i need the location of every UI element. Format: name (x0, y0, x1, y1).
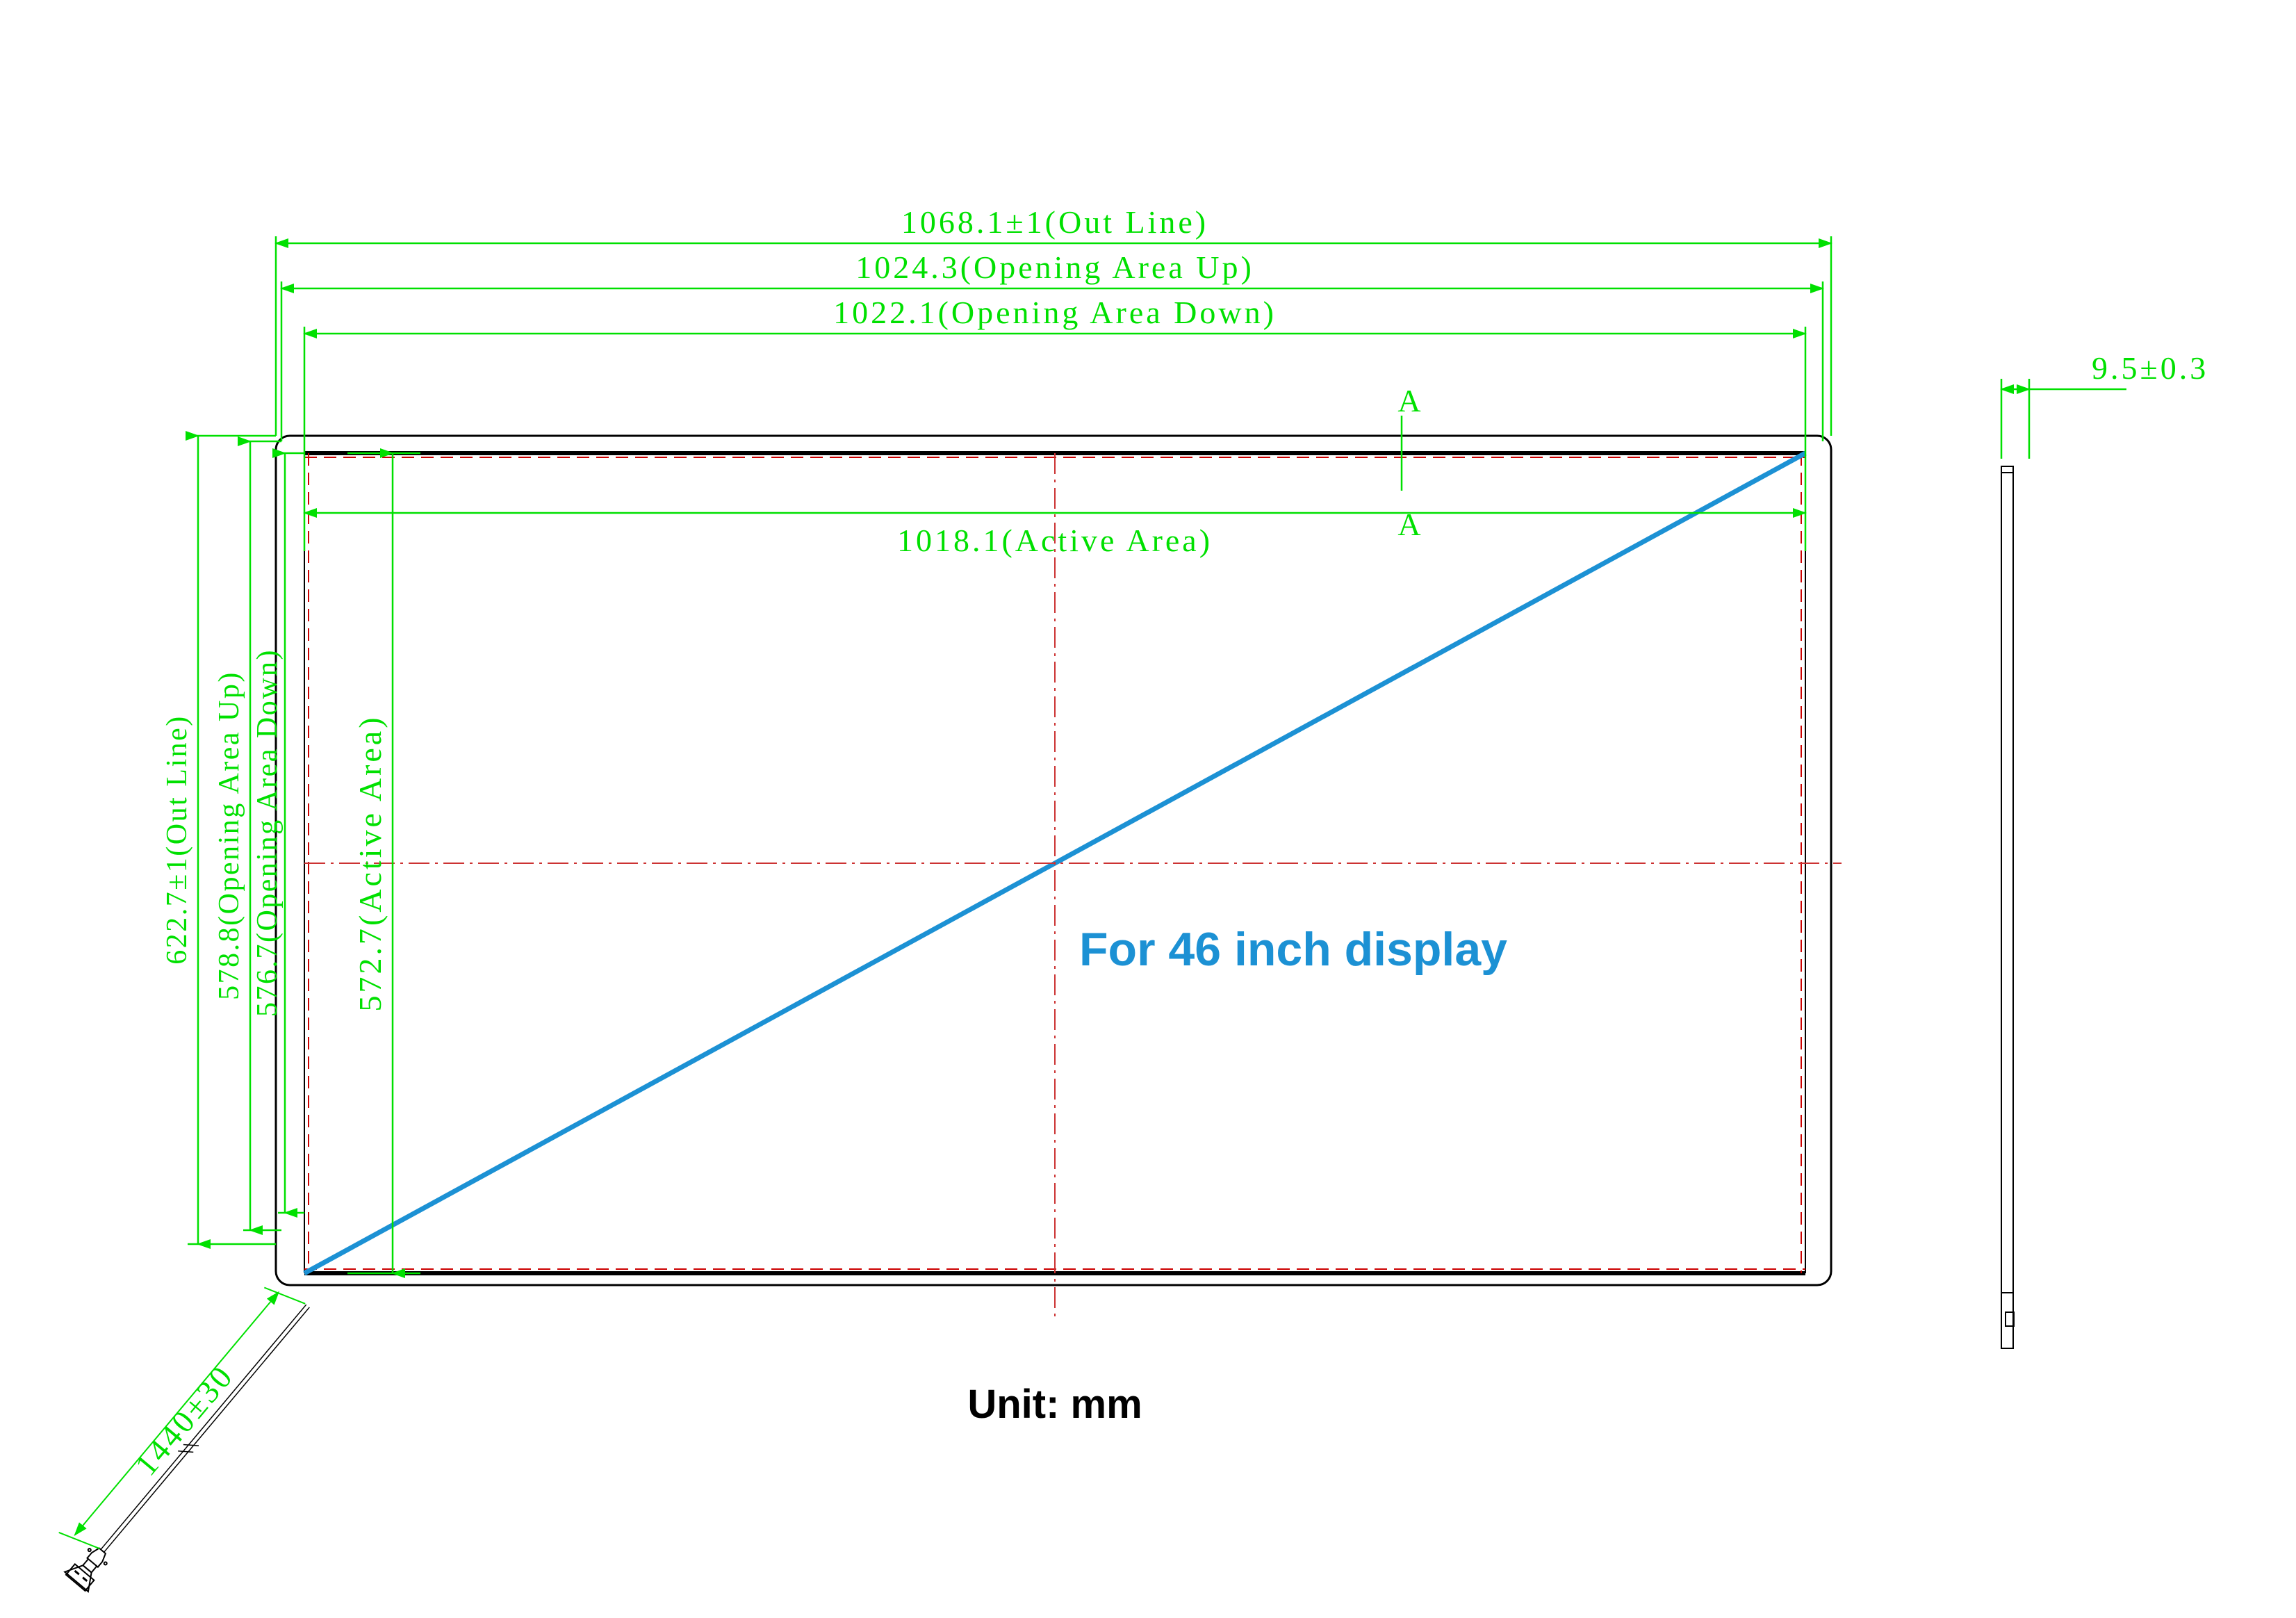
svg-text:9.5±0.3: 9.5±0.3 (2092, 350, 2208, 386)
svg-text:1022.1(Opening Area Down): 1022.1(Opening Area Down) (833, 295, 1277, 330)
svg-text:Unit: mm: Unit: mm (967, 1382, 1142, 1427)
svg-text:1068.1±1(Out Line): 1068.1±1(Out Line) (901, 204, 1208, 240)
svg-text:A: A (1397, 507, 1423, 542)
svg-text:A: A (1397, 383, 1423, 418)
svg-text:622.7±1(Out Line): 622.7±1(Out Line) (161, 714, 193, 965)
svg-text:For 46 inch display: For 46 inch display (1079, 923, 1507, 976)
svg-text:578.8(Opening Area Up): 578.8(Opening Area Up) (213, 671, 245, 1000)
svg-text:1024.3(Opening Area Up): 1024.3(Opening Area Up) (855, 250, 1254, 285)
svg-text:572.7(Active Area): 572.7(Active Area) (352, 714, 388, 1011)
svg-text:576.7(Opening Area Down): 576.7(Opening Area Down) (252, 648, 284, 1017)
svg-text:1018.1(Active Area): 1018.1(Active Area) (897, 523, 1213, 558)
